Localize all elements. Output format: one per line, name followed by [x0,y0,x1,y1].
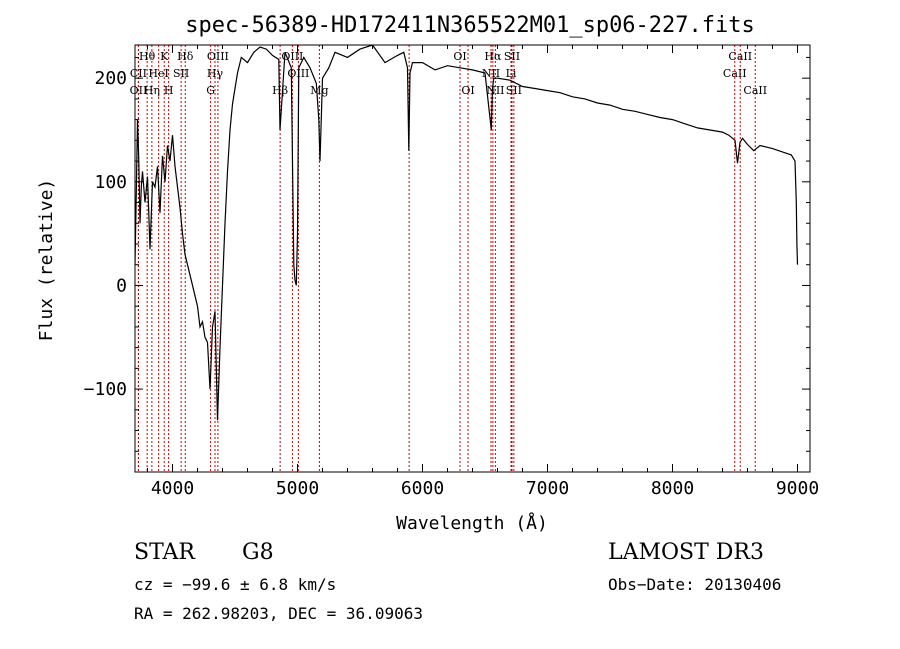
y-axis-label: Flux (relative) [36,179,57,342]
spectral-line-label: CaII [743,84,767,97]
spectral-line-label: CaII [723,67,747,80]
chart-title: spec-56389-HD172411N365522M01_sp06-227.f… [185,13,755,38]
spectral-line-label: CII [130,67,147,80]
obs-date: Obs−Date: 20130406 [608,575,782,594]
spectral-line-label: SII [504,50,520,63]
spectral-line-label: CaII [728,50,752,63]
spectral-line-label: Hθ [139,50,156,63]
spectral-line-label: OI [453,50,466,63]
spectral-line-label: Hα [484,50,502,63]
spectral-line-label: H [164,84,174,97]
spectral-line-label: Hγ [207,67,224,80]
x-tick-label: 6000 [401,478,444,499]
x-tick-label: 5000 [276,478,319,499]
y-tick-label: 100 [94,172,127,193]
spectral-line-label: Hδ [177,50,194,63]
plot-frame [134,44,811,473]
spectral-line-label: OIII [281,50,303,63]
object-subclass: G8 [242,540,274,565]
spectral-line-label: SII [173,67,189,80]
spectral-line-label: NII [482,67,500,80]
spectral-line-label: SII [506,84,522,97]
x-tick-label: 8000 [651,478,694,499]
y-tick-label: 0 [116,275,127,296]
spectral-line-label: K [160,50,169,63]
x-axis-label: Wavelength (Å) [396,512,548,534]
spectral-line-label: Hη [144,84,160,97]
spectral-line-label: OI [461,84,474,97]
spectral-line-label: NII [486,84,504,97]
y-tick-label: 200 [94,68,127,89]
object-class: STAR [134,540,195,565]
spectral-line-label: Hβ [272,84,288,97]
spectrum-line [135,45,799,421]
spectral-line-label: Mg [310,84,328,97]
x-tick-label: 9000 [776,478,819,499]
spectral-line-label: Li [506,67,517,80]
x-tick-label: 7000 [526,478,569,499]
x-tick-label: 4000 [151,478,194,499]
y-tick-label: −100 [84,379,127,400]
redshift-cz: cz = −99.6 ± 6.8 km/s [134,575,337,594]
spectral-line-label: G [206,84,215,97]
survey-name: LAMOST DR3 [608,540,764,565]
spectral-line-label: OII [130,84,148,97]
spectral-line-label: HeI [148,67,168,80]
coordinates: RA = 262.98203, DEC = 36.09063 [134,604,423,623]
spectral-line-label: OIII [207,50,229,63]
